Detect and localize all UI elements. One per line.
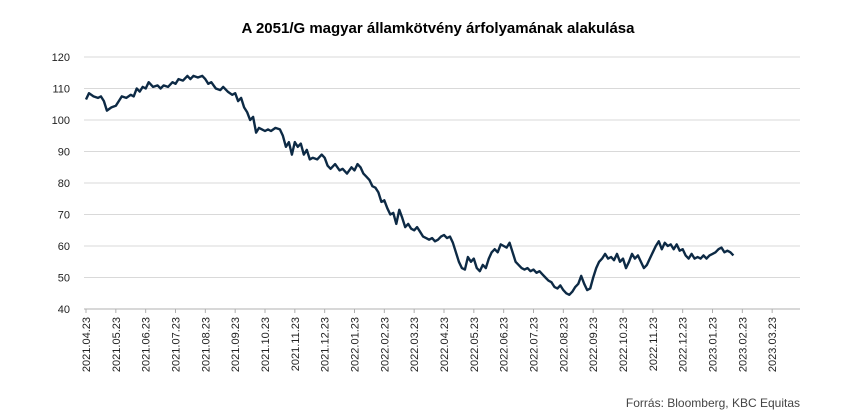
x-tick-label: 2022.10.23 <box>618 317 630 372</box>
x-tick-label: 2022.12.23 <box>678 317 690 372</box>
source-note: Forrás: Bloomberg, KBC Equitas <box>625 396 800 410</box>
x-tick-label: 2021.05.23 <box>111 317 123 372</box>
y-tick-label: 110 <box>52 84 70 96</box>
x-tick-label: 2022.11.23 <box>648 317 660 371</box>
x-tick-label: 2021.08.23 <box>200 317 212 372</box>
y-tick-label: 50 <box>58 273 70 285</box>
x-tick-label: 2023.03.23 <box>767 317 779 372</box>
x-tick-label: 2022.08.23 <box>558 317 570 372</box>
y-tick-label: 70 <box>58 210 70 222</box>
x-tick-label: 2022.05.23 <box>469 317 481 372</box>
x-axis: 2021.04.23 2021.05.23 2021.06.23 2021.07.23… <box>81 309 779 372</box>
x-tick-label: 2021.07.23 <box>171 317 183 372</box>
gridlines <box>84 56 800 310</box>
x-tick-label: 2021.11.23 <box>290 317 302 371</box>
x-tick-label: 2023.01.23 <box>708 317 720 372</box>
y-axis: 40 50 60 70 80 90 100 110 120 <box>52 52 70 316</box>
x-tick-label: 2021.06.23 <box>141 317 153 372</box>
x-tick-label: 2021.09.23 <box>230 317 242 372</box>
chart-title: A 2051/G magyar államkötvény árfolyamána… <box>241 20 635 37</box>
x-tick-label: 2022.01.23 <box>350 317 362 372</box>
y-tick-label: 90 <box>58 147 70 159</box>
y-tick-label: 80 <box>58 178 70 190</box>
series-line <box>84 74 735 296</box>
y-tick-label: 40 <box>58 304 70 316</box>
x-tick-label: 2022.07.23 <box>529 317 541 372</box>
x-tick-label: 2021.10.23 <box>260 317 272 372</box>
x-tick-label: 2022.03.23 <box>409 317 421 372</box>
x-tick-label: 2022.04.23 <box>439 317 451 372</box>
x-tick-label: 2022.02.23 <box>379 317 391 372</box>
x-tick-label: 2021.12.23 <box>320 317 332 372</box>
y-tick-label: 100 <box>52 115 70 127</box>
x-tick-label: 2021.04.23 <box>81 317 93 372</box>
y-tick-label: 60 <box>58 241 70 253</box>
y-tick-label: 120 <box>52 52 70 64</box>
x-tick-label: 2022.06.23 <box>499 317 511 372</box>
x-tick-label: 2022.09.23 <box>588 317 600 372</box>
x-tick-label: 2023.02.23 <box>737 317 749 372</box>
